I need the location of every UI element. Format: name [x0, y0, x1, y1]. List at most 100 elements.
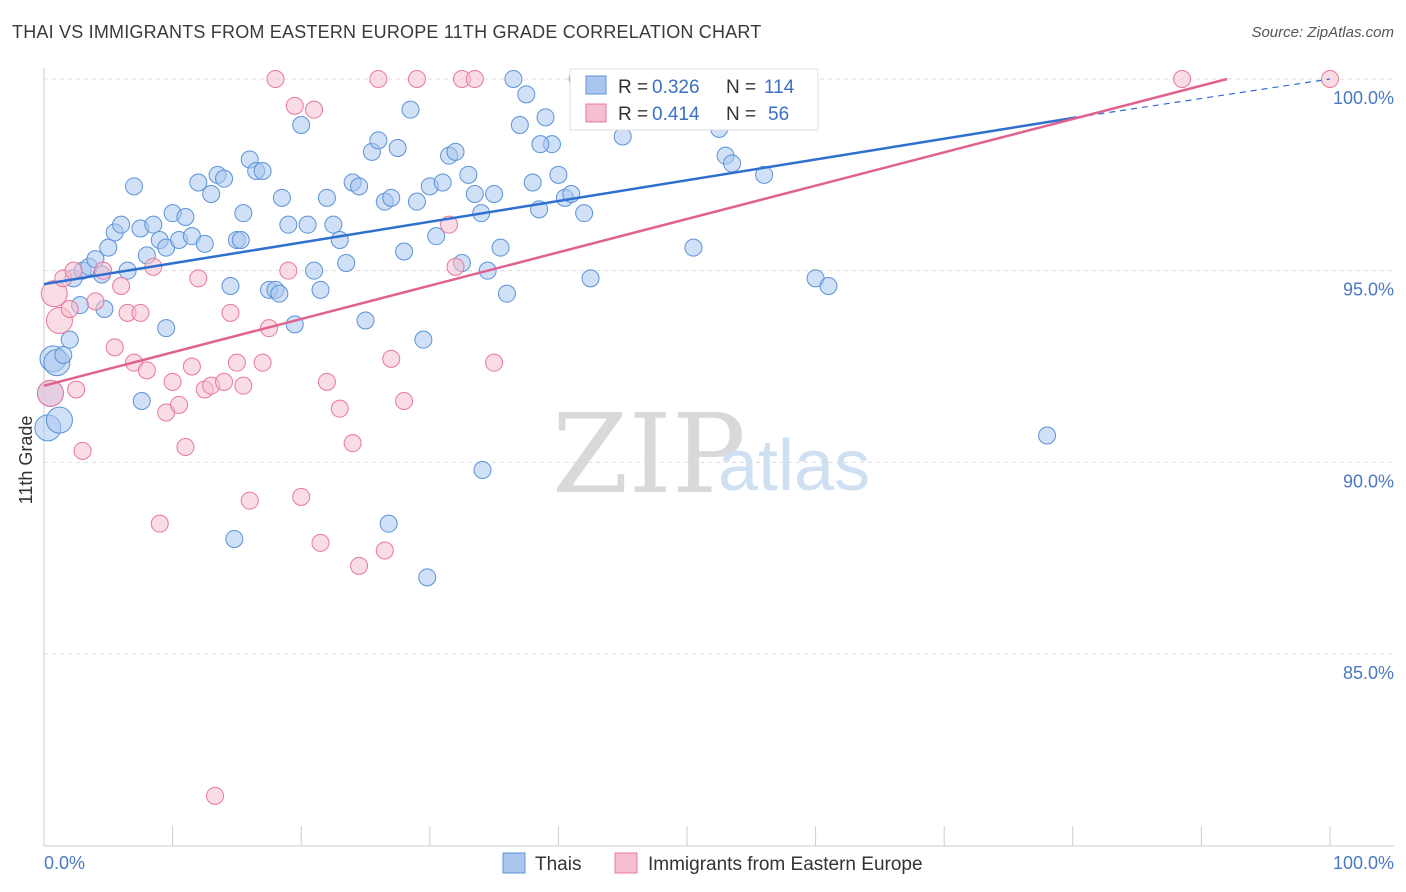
ee-point: [240, 491, 259, 510]
ee-point: [485, 353, 504, 372]
thai-point: [536, 108, 555, 127]
ee-point: [446, 257, 465, 276]
thai-point: [459, 165, 478, 184]
ee-point: [86, 292, 105, 311]
x-ticks: [43, 826, 1331, 846]
stats-n-label-ee: N =: [726, 104, 756, 125]
ee-point: [317, 372, 336, 391]
thai-point: [427, 227, 446, 246]
thai-point: [446, 142, 465, 161]
thai-point: [54, 346, 73, 364]
thai-point: [497, 284, 516, 303]
ee-point: [206, 786, 225, 805]
ee-point: [375, 541, 394, 560]
ee-point: [64, 261, 83, 280]
ee-point: [395, 392, 414, 410]
y-tick-labels: 100.0% 95.0% 90.0% 85.0%: [1333, 88, 1394, 683]
source-credit: Source: ZipAtlas.com: [1251, 24, 1394, 41]
ee-point: [221, 303, 240, 322]
ee-point: [36, 379, 64, 407]
thai-point: [221, 277, 240, 295]
thai-point: [819, 277, 838, 295]
ee-point: [67, 380, 86, 399]
thai-point: [324, 215, 343, 234]
ee-point: [285, 96, 304, 115]
ee-point: [266, 70, 285, 88]
ee-point: [40, 280, 68, 308]
ee-point: [105, 338, 124, 357]
ee-point: [73, 441, 92, 460]
ee-point: [330, 399, 349, 418]
ee-point: [131, 303, 150, 322]
thai-point: [755, 165, 774, 184]
legend: Thais Immigrants from Eastern Europe: [502, 852, 923, 875]
thai-point: [491, 238, 510, 257]
x-tick-label-min: 0.0%: [44, 853, 85, 873]
chart-title: THAI VS IMMIGRANTS FROM EASTERN EUROPE 1…: [12, 22, 762, 42]
thai-point: [531, 135, 550, 154]
ee-point: [1173, 70, 1192, 88]
ee-point: [234, 376, 253, 395]
legend-label-thais: Thais: [535, 854, 581, 875]
legend-swatch-thais: [502, 852, 526, 874]
y-tick-label: 100.0%: [1333, 88, 1394, 108]
thai-point: [395, 242, 414, 261]
legend-label-ee: Immigrants from Eastern Europe: [648, 854, 923, 875]
watermark-atlas: atlas: [718, 426, 870, 506]
ee-point: [137, 361, 156, 380]
thai-point: [112, 215, 131, 234]
series-eastern-europe: [36, 70, 1339, 805]
thai-point: [581, 269, 600, 288]
ee-point: [227, 353, 246, 372]
thai-point: [517, 85, 536, 104]
thai-point: [45, 406, 73, 434]
ee-point: [343, 434, 362, 453]
thai-point: [317, 188, 336, 207]
y-tick-label: 85.0%: [1343, 663, 1394, 683]
thai-point: [99, 238, 118, 257]
thai-point: [485, 185, 504, 203]
ee-point: [215, 372, 234, 391]
stats-r-value-ee: 0.414: [652, 104, 700, 125]
trend-lines: [43, 77, 1331, 387]
series-thais: [34, 70, 1057, 587]
thai-point: [272, 188, 291, 207]
thai-point: [125, 177, 144, 196]
thai-point: [330, 231, 349, 249]
stats-swatch-thais: [585, 75, 607, 95]
ee-point: [465, 70, 484, 88]
legend-swatch-ee: [614, 852, 638, 874]
thai-point: [225, 530, 244, 548]
thai-point: [473, 461, 492, 479]
thai-point: [132, 392, 151, 410]
trend-line-thais-extension: [1076, 78, 1331, 118]
thai-point: [379, 514, 398, 533]
ee-point: [305, 100, 324, 119]
thai-point: [723, 154, 742, 173]
stats-box-frame: [569, 68, 819, 131]
thai-point: [337, 254, 356, 272]
thai-point: [305, 261, 324, 280]
ee-point: [369, 70, 388, 88]
thai-point: [350, 177, 369, 196]
stats-swatch-ee: [585, 103, 607, 123]
thai-point: [157, 319, 176, 338]
ee-point: [350, 556, 369, 575]
thai-point: [382, 188, 401, 207]
thai-point: [575, 204, 594, 223]
thai-point: [202, 185, 221, 203]
thai-point: [176, 208, 195, 226]
stats-n-label-thais: N =: [726, 77, 756, 98]
ee-point: [189, 269, 208, 288]
stats-n-value-thais: 114: [764, 77, 795, 98]
thai-point: [215, 169, 234, 188]
thai-point: [311, 280, 330, 299]
ee-point: [407, 70, 426, 88]
thai-point: [144, 215, 163, 234]
stats-r-label-thais: R =: [618, 77, 648, 98]
ee-point: [279, 261, 298, 280]
stats-r-label-ee: R =: [618, 104, 648, 125]
ee-point: [311, 533, 330, 552]
stats-r-value-thais: 0.326: [652, 77, 700, 98]
